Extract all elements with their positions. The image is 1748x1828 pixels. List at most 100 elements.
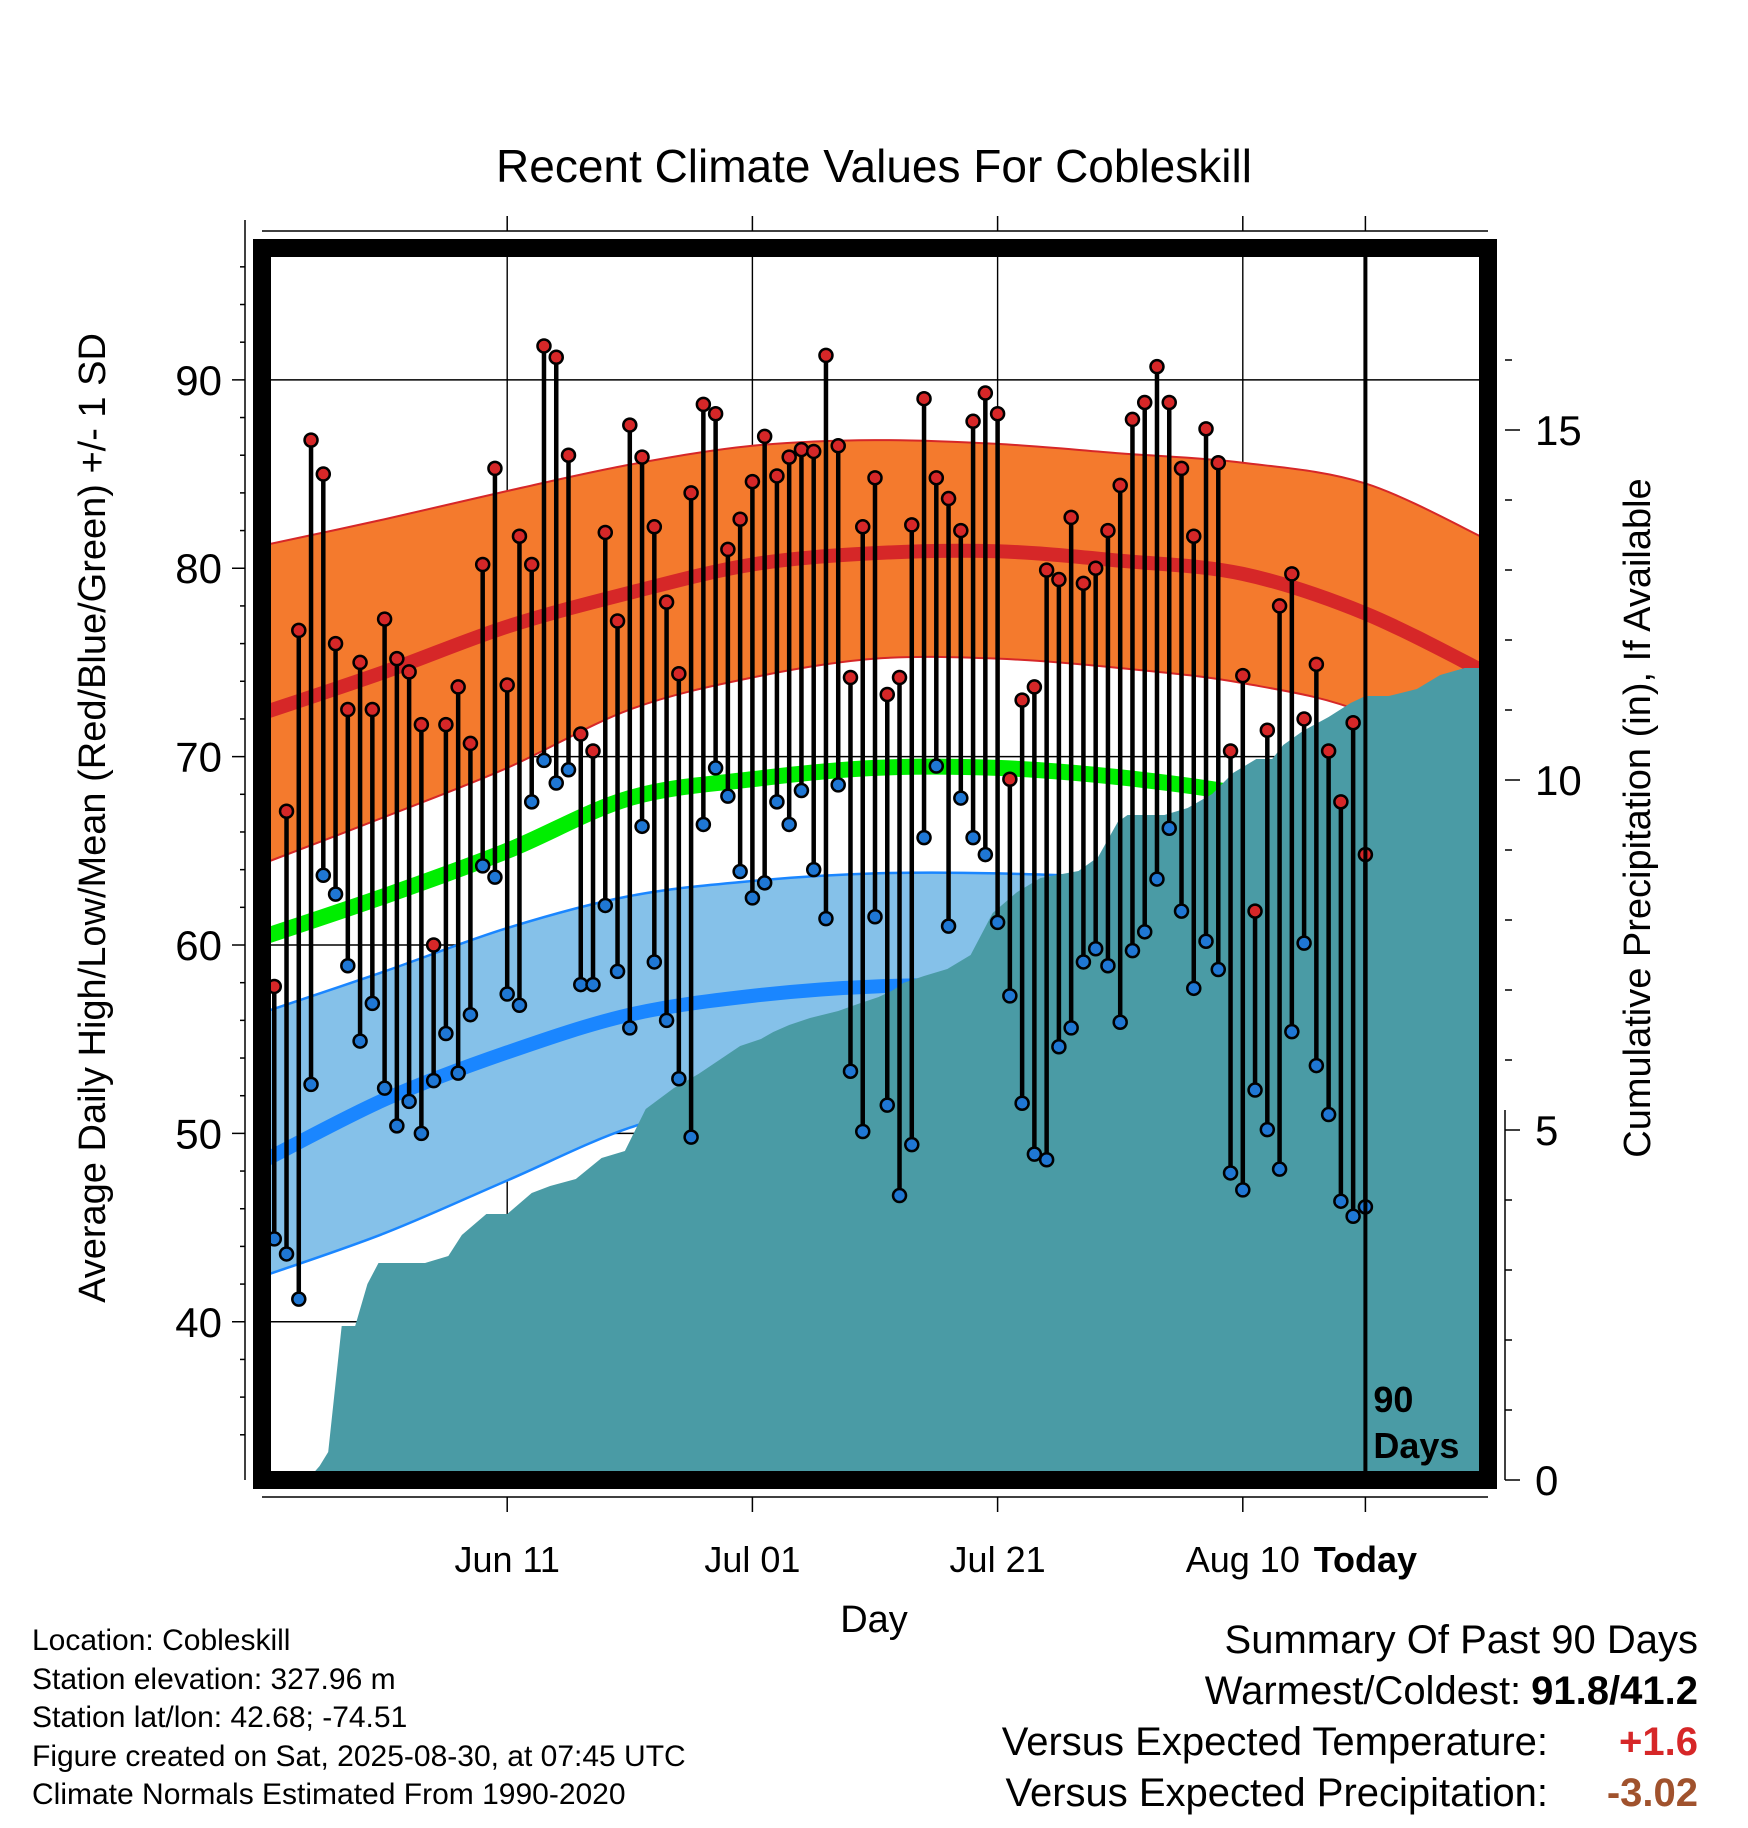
- low-point-71: [1136, 924, 1153, 940]
- low-point-26: [585, 976, 601, 993]
- low-point-78: [1222, 1165, 1239, 1181]
- y2-axis-label: Cumulative Precipitation (in), If Availa…: [1617, 478, 1659, 1157]
- y-tick-label-80: 80: [175, 545, 222, 592]
- high-point-63: [1038, 562, 1055, 578]
- low-point-72: [1149, 871, 1165, 887]
- low-point-66: [1075, 954, 1092, 970]
- low-point-73: [1161, 820, 1177, 836]
- low-point-8: [364, 995, 381, 1012]
- low-point-42: [781, 816, 797, 833]
- high-point-45: [818, 347, 834, 364]
- high-point-62: [1026, 679, 1043, 695]
- high-point-11: [401, 664, 417, 680]
- low-point-76: [1198, 933, 1214, 949]
- y2-tick-label-5: 5: [1535, 1107, 1558, 1154]
- high-point-54: [928, 470, 945, 486]
- low-point-77: [1210, 961, 1227, 978]
- latlon-text: Station lat/lon: 42.68; -74.51: [32, 1701, 408, 1734]
- high-point-17: [474, 556, 491, 573]
- high-point-9: [376, 611, 393, 627]
- high-point-66: [1075, 575, 1092, 592]
- low-point-36: [707, 760, 724, 776]
- high-point-49: [867, 470, 883, 486]
- high-point-15: [450, 679, 466, 695]
- low-point-88: [1345, 1208, 1361, 1225]
- station-info: Location: Cobleskill Station elevation: …: [32, 1622, 686, 1815]
- precip-anomaly-label: Versus Expected Precipitation:: [1005, 1771, 1548, 1815]
- temp-anomaly-value: +1.6: [1619, 1720, 1698, 1764]
- low-point-30: [634, 818, 650, 835]
- location-text: Location: Cobleskill: [32, 1624, 291, 1657]
- x-tick-label-30: Jul 01: [704, 1539, 800, 1580]
- low-point-9: [376, 1080, 393, 1096]
- high-point-52: [904, 517, 920, 533]
- low-point-6: [340, 957, 356, 974]
- high-point-53: [916, 390, 932, 407]
- high-point-82: [1271, 598, 1288, 614]
- low-point-84: [1296, 935, 1312, 951]
- low-point-65: [1063, 1020, 1079, 1036]
- low-point-50: [879, 1097, 896, 1113]
- low-point-2: [291, 1291, 307, 1307]
- y-axis-label: Average Daily High/Low/Mean (Red/Blue/Gr…: [72, 333, 114, 1303]
- high-point-12: [413, 716, 430, 733]
- high-point-86: [1320, 743, 1337, 759]
- low-point-44: [805, 861, 822, 878]
- high-point-7: [352, 654, 368, 671]
- y-tick-label-40: 40: [175, 1299, 222, 1346]
- high-point-35: [695, 396, 712, 413]
- high-point-79: [1235, 667, 1251, 684]
- high-point-37: [720, 541, 736, 558]
- low-point-20: [511, 997, 528, 1014]
- high-point-34: [683, 485, 699, 501]
- low-point-62: [1026, 1146, 1043, 1162]
- x-tick-label-70: Aug 10: [1186, 1539, 1300, 1580]
- low-point-45: [818, 910, 834, 927]
- high-point-5: [327, 635, 344, 652]
- warmest-coldest-value: 91.8/41.2: [1531, 1669, 1698, 1713]
- summary-heading: Summary Of Past 90 Days: [1224, 1618, 1698, 1662]
- high-point-28: [609, 613, 626, 629]
- x-tick-label-50: Jul 21: [950, 1539, 1046, 1580]
- low-point-80: [1247, 1082, 1263, 1098]
- low-point-11: [401, 1093, 417, 1110]
- low-point-43: [793, 782, 810, 799]
- low-point-39: [744, 890, 761, 906]
- x-tick-label-10: Jun 11: [454, 1539, 559, 1580]
- high-point-71: [1136, 394, 1153, 411]
- high-point-61: [1014, 692, 1030, 708]
- today-days-count: 90: [1373, 1379, 1413, 1420]
- low-point-23: [548, 775, 564, 791]
- y-tick-label-60: 60: [175, 922, 222, 969]
- low-point-46: [830, 777, 846, 793]
- normals-text: Climate Normals Estimated From 1990-2020: [32, 1778, 626, 1811]
- high-point-87: [1333, 794, 1349, 810]
- today-marker: 90 Days: [1363, 248, 1459, 1480]
- precip-anomaly-row: Versus Expected Precipitation: -3.02: [1002, 1768, 1698, 1819]
- low-point-27: [597, 897, 614, 914]
- y-tick-label-50: 50: [175, 1110, 222, 1157]
- low-point-22: [536, 752, 552, 769]
- high-point-43: [793, 441, 810, 458]
- high-point-59: [989, 406, 1006, 422]
- low-point-3: [303, 1076, 319, 1093]
- high-point-26: [585, 743, 601, 759]
- high-point-39: [744, 473, 761, 490]
- y-tick-label-90: 90: [175, 357, 222, 404]
- high-point-67: [1087, 560, 1104, 576]
- low-point-61: [1014, 1095, 1030, 1111]
- low-point-57: [965, 829, 981, 846]
- low-point-35: [695, 816, 712, 833]
- low-point-29: [622, 1020, 638, 1036]
- high-point-85: [1308, 656, 1325, 673]
- high-point-50: [879, 686, 896, 703]
- high-point-69: [1112, 477, 1128, 494]
- elevation-text: Station elevation: 327.96 m: [32, 1662, 396, 1696]
- high-point-84: [1296, 711, 1312, 727]
- high-point-57: [965, 413, 981, 430]
- low-point-83: [1284, 1023, 1300, 1040]
- low-point-31: [646, 954, 663, 970]
- plot-frame: [253, 239, 1497, 1489]
- y2-tick-label-15: 15: [1535, 407, 1582, 454]
- high-point-70: [1124, 411, 1141, 428]
